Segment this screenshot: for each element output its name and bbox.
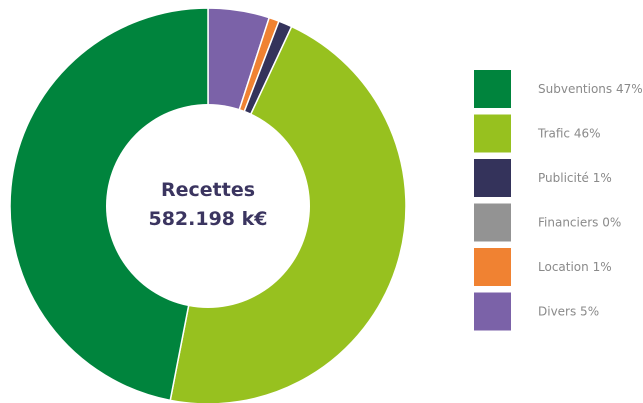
legend-swatch-divers (474, 292, 511, 331)
legend-label-location: Location 1% (538, 260, 612, 274)
center-label-total: 582.198 k€ (148, 208, 267, 230)
legend-label-publicit: Publicité 1% (538, 171, 612, 185)
center-label-title: Recettes (161, 179, 255, 201)
legend-swatch-subventions (474, 70, 511, 108)
legend-swatch-publicit (474, 159, 511, 197)
legend: Subventions 47% Trafic 46% Publicité 1% Fin… (474, 70, 643, 331)
legend-swatch-trafic (474, 114, 511, 153)
legend-label-divers: Divers 5% (538, 305, 599, 319)
legend-label-subventions: Subventions 47% (538, 82, 643, 96)
legend-swatch-financiers (474, 203, 511, 242)
legend-label-trafic: Trafic 46% (537, 127, 601, 141)
donut-hole (106, 104, 310, 308)
legend-label-financiers: Financiers 0% (538, 216, 621, 230)
legend-swatch-location (474, 248, 511, 286)
